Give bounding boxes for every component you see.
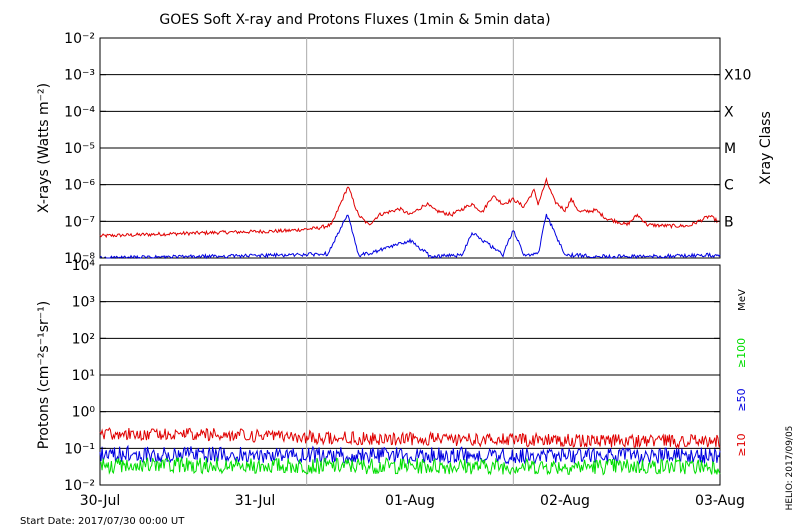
xray-y-tick-label: 10⁻⁵ — [64, 141, 95, 157]
proton-grid — [100, 265, 720, 485]
xray-y-tick-label: 10⁻⁴ — [64, 104, 95, 120]
proton-series-line-2 — [99, 456, 721, 476]
proton-y-tick-label: 10² — [72, 331, 95, 347]
xray-class-axis-title: Xray Class — [758, 111, 774, 185]
xray-series-line-1 — [99, 213, 721, 260]
xray-y-tick-label: 10⁻² — [64, 31, 95, 47]
x-tick-label: 02-Aug — [540, 493, 590, 509]
proton-y-tick-label: 10⁻¹ — [64, 441, 95, 457]
xray-series-line-0 — [99, 176, 721, 239]
proton-y-tick-label: 10¹ — [72, 368, 95, 384]
proton-y-axis-label: Protons (cm⁻²s⁻¹sr⁻¹) — [36, 301, 52, 450]
xray-y-tick-label: 10⁻³ — [64, 68, 95, 84]
proton-panel: 10⁻² 10⁻¹ 10⁰ 10¹ 10² 10³ 10⁴ Protons (cm⁻²s⁻¹… — [36, 258, 748, 494]
xray-class-label: C — [724, 178, 734, 194]
xray-class-labels: B C M X X10 — [724, 68, 751, 231]
proton-series — [99, 427, 721, 476]
proton-legend-entry: ≥100 — [735, 338, 748, 368]
xray-class-label: M — [724, 141, 736, 157]
proton-series-line-0 — [99, 427, 721, 450]
proton-energy-legend: ≥10 ≥50 ≥100 — [735, 338, 748, 457]
xray-y-ticks: 10⁻⁸ 10⁻⁷ 10⁻⁶ 10⁻⁵ 10⁻⁴ 10⁻³ 10⁻² — [64, 31, 720, 267]
x-tick-label: 30-Jul — [80, 493, 121, 509]
start-date: Start Date: 2017/07/30 00:00 UT — [20, 516, 185, 527]
x-tick-label: 03-Aug — [695, 493, 745, 509]
xray-y-tick-label: 10⁻⁸ — [64, 251, 95, 267]
proton-mev-label: MeV — [737, 289, 748, 311]
x-tick-label: 01-Aug — [385, 493, 435, 509]
xray-class-label: X10 — [724, 68, 751, 84]
chart-title: GOES Soft X-ray and Protons Fluxes (1min… — [159, 12, 550, 28]
xray-class-label: X — [724, 104, 734, 120]
xray-y-tick-label: 10⁻⁷ — [64, 214, 95, 230]
proton-y-tick-label: 10⁰ — [72, 405, 96, 421]
proton-y-tick-label: 10³ — [72, 295, 95, 311]
xray-class-label: B — [724, 214, 734, 230]
xray-y-tick-label: 10⁻⁶ — [64, 178, 95, 194]
xray-series — [99, 176, 721, 260]
proton-y-tick-label: 10⁴ — [72, 258, 96, 274]
proton-y-tick-label: 10⁻² — [64, 478, 95, 494]
x-tick-label: 31-Jul — [235, 493, 276, 509]
x-axis-ticks: 30-Jul 31-Jul 01-Aug 02-Aug 03-Aug — [80, 493, 745, 509]
xray-y-axis-label: X-rays (Watts m⁻²) — [36, 83, 52, 213]
credit-label: HELIO: 2017/09/05 — [785, 426, 795, 511]
proton-y-ticks: 10⁻² 10⁻¹ 10⁰ 10¹ 10² 10³ 10⁴ — [64, 258, 720, 494]
proton-legend-entry: ≥10 — [735, 433, 748, 456]
xray-panel: 10⁻⁸ 10⁻⁷ 10⁻⁶ 10⁻⁵ 10⁻⁴ 10⁻³ 10⁻² B C M X X10 X-r… — [36, 31, 774, 267]
proton-legend-entry: ≥50 — [735, 388, 748, 411]
